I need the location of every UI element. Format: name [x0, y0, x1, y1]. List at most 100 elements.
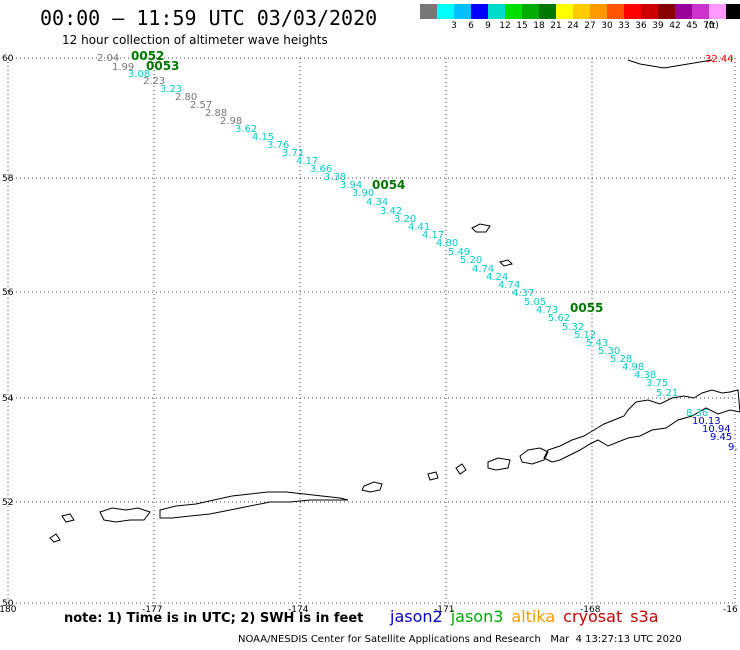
swh-value: 3.23 — [160, 84, 182, 95]
lon-tick-label: -174 — [288, 605, 309, 615]
swh-value: 1.99 — [112, 62, 134, 73]
satellite-jason3: jason3 — [450, 607, 504, 626]
swh-value: 10.13 — [692, 416, 721, 427]
coastline-rat-islands — [99, 507, 151, 523]
scale-swatch — [624, 4, 642, 19]
swh-value: 4.73 — [536, 305, 558, 316]
swh-value: 9.45 — [710, 432, 732, 443]
scale-label: 3 — [451, 21, 457, 31]
scale-swatch — [590, 4, 608, 19]
scale-swatch — [726, 4, 740, 19]
scale-label: 45 — [686, 21, 698, 31]
swh-value: 5.20 — [460, 255, 482, 266]
swh-value: 3.20 — [394, 214, 416, 225]
swh-value: 4.17 — [422, 230, 444, 241]
swh-value: 4.98 — [622, 362, 644, 373]
swh-value: 10.94 — [702, 424, 731, 435]
scale-swatch — [454, 4, 472, 19]
coastline-island-3 — [427, 471, 439, 481]
lon-tick-label: -16 — [723, 605, 738, 615]
coastline-unimak — [519, 447, 549, 465]
swh-value: 3.08 — [128, 69, 150, 80]
scale-units: (ft) — [705, 21, 719, 31]
coastline-pribilof-1 — [471, 223, 491, 233]
scale-label: 33 — [618, 21, 630, 31]
scale-swatch — [573, 4, 591, 19]
scale-label: 21 — [550, 21, 562, 31]
swh-value: 5.49 — [448, 247, 470, 258]
swh-value: 5.05 — [524, 297, 546, 308]
swh-value: 9. — [728, 442, 738, 453]
swh-value: 3.38 — [324, 172, 346, 183]
swh-value: 3.71 — [282, 148, 304, 159]
credit-line: NOAA/NESDIS Center for Satellite Applica… — [238, 634, 682, 645]
satellite-altika: altika — [511, 607, 556, 626]
scale-label: 36 — [635, 21, 647, 31]
pass-id-label: 0054 — [372, 178, 405, 192]
scale-swatch — [658, 4, 676, 19]
coastline-andreanof — [159, 491, 349, 519]
scale-label: 24 — [567, 21, 579, 31]
scale-label: 18 — [533, 21, 545, 31]
scale-label: 6 — [468, 21, 474, 31]
scale-swatch — [709, 4, 727, 19]
scale-label: 70 — [703, 21, 715, 31]
coastline-near-island-2 — [49, 533, 61, 543]
swh-value: 3.62 — [235, 124, 257, 135]
lon-tick-label: -180 — [0, 605, 17, 615]
coastline-near-island-1 — [61, 513, 75, 523]
map-grid: 605856545250-180-177-174-171-168-16 — [0, 54, 738, 615]
scale-swatch — [488, 4, 506, 19]
swh-value: 2.88 — [205, 108, 227, 119]
coastline-island-1 — [487, 457, 511, 471]
swh-labels: 2.041.993.082.233.232.802.572.882.983.62… — [97, 53, 738, 453]
scale-swatch — [505, 4, 523, 19]
swh-value: 5.12 — [574, 330, 596, 341]
swh-value: 3.76 — [267, 140, 289, 151]
scale-swatch — [420, 4, 438, 19]
satellite-s3a: s3a — [630, 607, 659, 626]
swh-value: 4.37 — [512, 288, 534, 299]
swh-value: 4.38 — [634, 370, 656, 381]
scale-label: 15 — [516, 21, 528, 31]
swh-value: 4.17 — [296, 156, 318, 167]
satellite-cryosat: cryosat — [563, 607, 623, 626]
swh-value: 5.21 — [656, 388, 678, 399]
coastline-island-2 — [455, 463, 467, 475]
lon-tick-label: -168 — [580, 605, 601, 615]
swh-value: 5.43 — [586, 338, 608, 349]
swh-value: 4.24 — [486, 272, 508, 283]
note-text: note: 1) Time is in UTC; 2) SWH is in fe… — [64, 611, 364, 626]
scale-label: 39 — [652, 21, 664, 31]
satellite-jason2: jason2 — [390, 607, 443, 626]
scale-swatch — [437, 4, 455, 19]
page-subtitle: 12 hour collection of altimeter wave hei… — [62, 33, 328, 47]
lon-tick-label: -177 — [142, 605, 162, 615]
coastline-pribilof-2 — [499, 259, 513, 267]
swh-value: 4.34 — [366, 197, 388, 208]
scale-label: 30 — [601, 21, 613, 31]
scale-swatch — [692, 4, 710, 19]
coastline-layer — [49, 59, 740, 543]
swh-value: 2.98 — [220, 116, 242, 127]
swh-value: 5.30 — [598, 346, 620, 357]
coastline-island-4 — [361, 481, 383, 493]
swh-value: 8.36 — [686, 408, 708, 419]
swh-value: 2.80 — [175, 92, 197, 103]
lon-tick-label: -171 — [434, 605, 454, 615]
swh-value: 3.94 — [340, 180, 362, 191]
scale-label: 27 — [584, 21, 596, 31]
swh-value: 4.15 — [252, 132, 274, 143]
swh-value: 5.62 — [548, 313, 570, 324]
swh-value: 3.90 — [352, 188, 374, 199]
swh-value: 3.75 — [646, 378, 668, 389]
swh-value: 4.74 — [472, 264, 494, 275]
swh-value: 4.74 — [498, 280, 520, 291]
scale-label: 12 — [499, 21, 511, 31]
pass-id-label: 0053 — [146, 59, 179, 73]
swh-value: 5.28 — [610, 354, 632, 365]
scale-label: 9 — [485, 21, 491, 31]
swh-value: 2.23 — [143, 76, 165, 87]
scale-swatch — [641, 4, 659, 19]
